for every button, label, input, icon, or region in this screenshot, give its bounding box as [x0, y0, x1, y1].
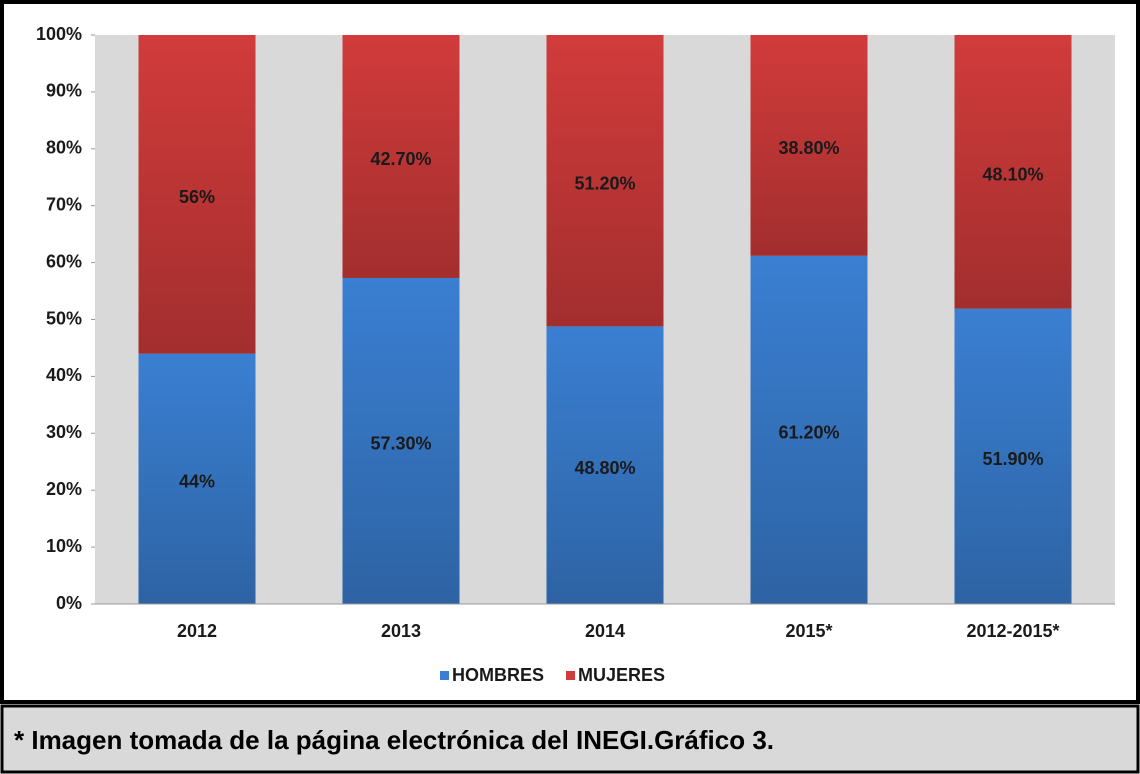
value-label: 44%: [179, 472, 215, 492]
y-tick-label: 40%: [46, 365, 82, 385]
y-tick-label: 60%: [46, 251, 82, 271]
bar-shade: [342, 277, 460, 604]
x-tick-label: 2015*: [785, 621, 832, 641]
x-tick-label: 2012-2015*: [966, 621, 1059, 641]
legend-label: MUJERES: [578, 665, 665, 685]
bar-shade: [342, 35, 460, 278]
y-tick-label: 10%: [46, 536, 82, 556]
value-label: 48.80%: [574, 458, 635, 478]
bar-shade: [138, 35, 256, 354]
y-tick-label: 50%: [46, 308, 82, 328]
value-label: 51.20%: [574, 173, 635, 193]
value-label: 51.90%: [982, 449, 1043, 469]
bar-shade: [546, 326, 664, 604]
y-tick-label: 20%: [46, 479, 82, 499]
y-tick-label: 30%: [46, 422, 82, 442]
bar-shade: [750, 255, 868, 604]
x-tick-label: 2014: [585, 621, 625, 641]
legend-swatch: [440, 671, 449, 680]
value-label: 61.20%: [778, 423, 839, 443]
x-tick-label: 2012: [177, 621, 217, 641]
value-label: 42.70%: [370, 149, 431, 169]
value-label: 57.30%: [370, 434, 431, 454]
value-label: 38.80%: [778, 138, 839, 158]
bar-shade: [954, 308, 1072, 604]
caption: * Imagen tomada de la página electrónica…: [14, 725, 774, 755]
bar-shade: [546, 35, 664, 327]
y-tick-label: 100%: [36, 24, 82, 44]
y-tick-label: 70%: [46, 194, 82, 214]
bar-shade: [954, 35, 1072, 309]
y-tick-label: 0%: [56, 593, 82, 613]
value-label: 48.10%: [982, 165, 1043, 185]
legend-label: HOMBRES: [452, 665, 544, 685]
x-tick-label: 2013: [381, 621, 421, 641]
y-tick-label: 80%: [46, 138, 82, 158]
value-label: 56%: [179, 187, 215, 207]
bar-shade: [138, 353, 256, 604]
y-tick-label: 90%: [46, 81, 82, 101]
bar-shade: [750, 35, 868, 256]
caption-box: [0, 704, 1140, 774]
legend-swatch: [566, 671, 576, 680]
